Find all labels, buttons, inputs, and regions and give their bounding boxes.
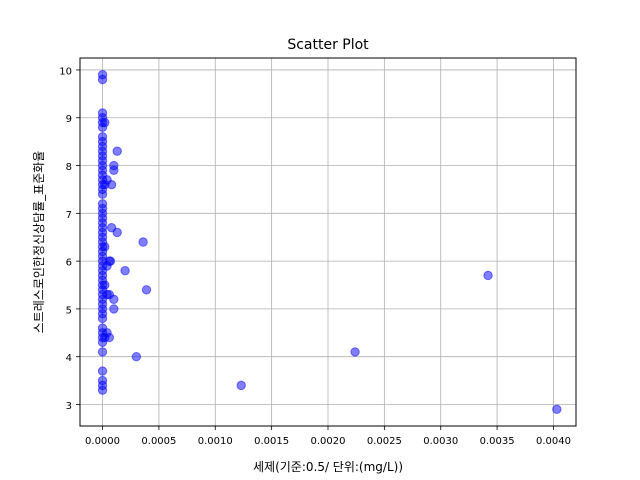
scatter-point: [120, 265, 130, 276]
scatter-point: [483, 270, 493, 281]
scatter-point: [97, 347, 108, 357]
scatter-point: [97, 74, 108, 85]
x-tick-label: 0.0035: [480, 436, 515, 447]
data-points: [97, 70, 562, 414]
scatter-point: [112, 227, 122, 238]
x-tick-label: 0.0015: [254, 436, 289, 447]
y-tick-label: 4: [66, 353, 72, 364]
scatter-point: [350, 347, 360, 357]
scatter-point: [138, 237, 148, 247]
scatter-point: [106, 179, 117, 190]
scatter-point: [97, 366, 108, 376]
x-tick-label: 0.0000: [85, 436, 120, 447]
x-tick-label: 0.0030: [423, 436, 458, 447]
scatter-point: [100, 117, 110, 128]
scatter-point: [112, 146, 122, 156]
y-tick-label: 8: [66, 162, 72, 173]
x-axis-label: 세제(기준:0.5/ 단위:(mg/L)): [253, 460, 403, 474]
scatter-point: [141, 285, 152, 295]
scatter-point: [552, 404, 562, 414]
y-tick-label: 10: [59, 66, 72, 77]
scatter-point: [100, 242, 110, 252]
scatter-point: [131, 352, 142, 362]
scatter-point: [105, 256, 116, 266]
y-tick-label: 3: [66, 401, 72, 412]
x-tick-label: 0.0010: [198, 436, 233, 447]
y-tick-label: 9: [66, 114, 72, 125]
x-tick-label: 0.0025: [367, 436, 402, 447]
y-tick-label: 5: [66, 305, 72, 316]
scatter-point: [97, 189, 108, 199]
scatter-point: [236, 380, 246, 391]
y-tick-label: 6: [66, 258, 72, 269]
scatter-point: [97, 385, 108, 395]
chart-title: Scatter Plot: [287, 37, 369, 53]
scatter-point: [97, 313, 108, 324]
x-tick-label: 0.0005: [141, 436, 176, 447]
x-tick-label: 0.0040: [536, 436, 571, 447]
scatter-point: [109, 294, 119, 305]
scatter-point: [104, 332, 115, 343]
scatter-point: [109, 304, 119, 314]
y-tick-label: 7: [66, 210, 72, 221]
y-axis-ticks: 3 4 5 6 7 8 9 10: [59, 66, 80, 412]
x-tick-label: 0.0020: [311, 436, 346, 447]
scatter-point: [109, 165, 119, 176]
scatter-point: [100, 280, 110, 290]
y-axis-label: 스트레스로인한정신상담률_표준화율: [32, 151, 46, 334]
grid-lines: [80, 58, 576, 426]
x-axis-ticks: 0.0000 0.0005 0.0010 0.0015 0.0020 0.0025 0.00…: [85, 426, 571, 447]
